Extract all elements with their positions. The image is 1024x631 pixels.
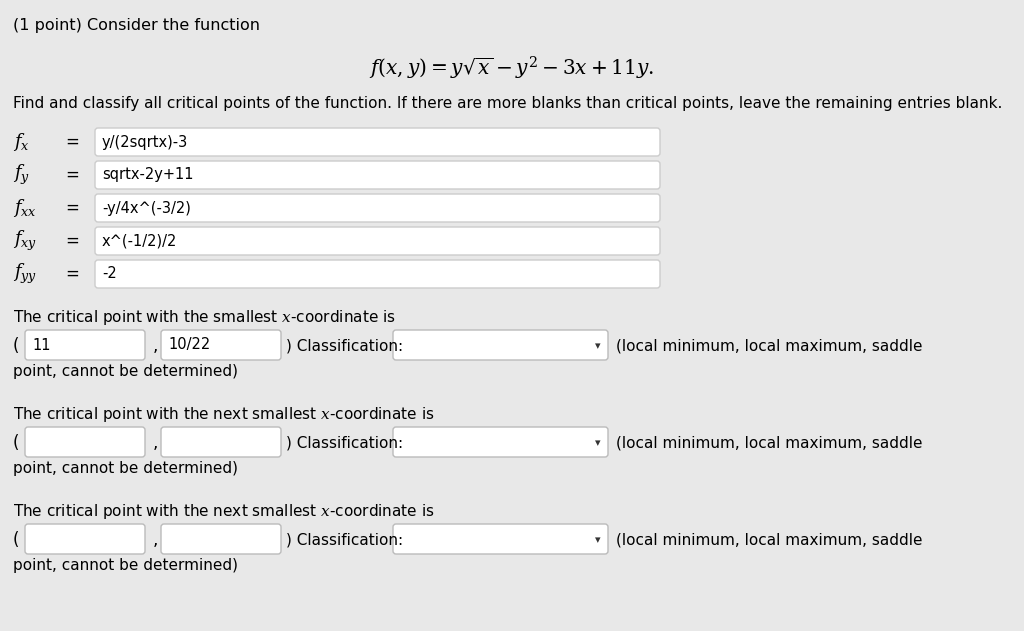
Text: $f_x$: $f_x$ <box>13 131 30 153</box>
Text: ,: , <box>153 531 159 549</box>
Text: 11: 11 <box>32 338 50 353</box>
Text: $f_{yy}$: $f_{yy}$ <box>13 262 37 286</box>
Text: The critical point with the next smallest $x$-coordinate is: The critical point with the next smalles… <box>13 405 434 424</box>
Text: (: ( <box>13 434 19 452</box>
Text: (1 point) Consider the function: (1 point) Consider the function <box>13 18 260 33</box>
Text: =: = <box>65 166 79 184</box>
Text: y/(2sqrtx)-3: y/(2sqrtx)-3 <box>102 134 188 150</box>
FancyBboxPatch shape <box>25 427 145 457</box>
Text: (: ( <box>13 337 19 355</box>
Text: point, cannot be determined): point, cannot be determined) <box>13 558 238 573</box>
Text: ▾: ▾ <box>595 438 601 448</box>
FancyBboxPatch shape <box>393 524 608 554</box>
Text: x^(-1/2)/2: x^(-1/2)/2 <box>102 233 177 249</box>
Text: ,: , <box>153 337 159 355</box>
FancyBboxPatch shape <box>161 330 281 360</box>
Text: (local minimum, local maximum, saddle: (local minimum, local maximum, saddle <box>616 435 923 451</box>
Text: ) Classification:: ) Classification: <box>286 533 403 548</box>
Text: $f(x, y) = y\sqrt{x} - y^2 - 3x + 11y.$: $f(x, y) = y\sqrt{x} - y^2 - 3x + 11y.$ <box>370 54 654 81</box>
FancyBboxPatch shape <box>95 128 660 156</box>
Text: ,: , <box>153 434 159 452</box>
Text: The critical point with the next smallest $x$-coordinate is: The critical point with the next smalles… <box>13 502 434 521</box>
Text: sqrtx-2y+11: sqrtx-2y+11 <box>102 167 194 182</box>
Text: 10/22: 10/22 <box>168 338 210 353</box>
Text: point, cannot be determined): point, cannot be determined) <box>13 364 238 379</box>
Text: -2: -2 <box>102 266 117 281</box>
FancyBboxPatch shape <box>95 260 660 288</box>
Text: point, cannot be determined): point, cannot be determined) <box>13 461 238 476</box>
Text: (: ( <box>13 531 19 549</box>
Text: Find and classify all critical points of the function. If there are more blanks : Find and classify all critical points of… <box>13 96 1002 111</box>
FancyBboxPatch shape <box>95 161 660 189</box>
Text: =: = <box>65 232 79 250</box>
Text: ▾: ▾ <box>595 535 601 545</box>
Text: The critical point with the smallest $x$-coordinate is: The critical point with the smallest $x$… <box>13 308 395 327</box>
Text: =: = <box>65 199 79 217</box>
FancyBboxPatch shape <box>161 427 281 457</box>
FancyBboxPatch shape <box>95 194 660 222</box>
Text: ▾: ▾ <box>595 341 601 351</box>
Text: $f_{xx}$: $f_{xx}$ <box>13 197 37 219</box>
FancyBboxPatch shape <box>95 227 660 255</box>
Text: =: = <box>65 265 79 283</box>
FancyBboxPatch shape <box>393 427 608 457</box>
FancyBboxPatch shape <box>393 330 608 360</box>
FancyBboxPatch shape <box>25 330 145 360</box>
Text: =: = <box>65 133 79 151</box>
FancyBboxPatch shape <box>25 524 145 554</box>
Text: (local minimum, local maximum, saddle: (local minimum, local maximum, saddle <box>616 338 923 353</box>
Text: ) Classification:: ) Classification: <box>286 435 403 451</box>
Text: (local minimum, local maximum, saddle: (local minimum, local maximum, saddle <box>616 533 923 548</box>
FancyBboxPatch shape <box>161 524 281 554</box>
Text: $f_{xy}$: $f_{xy}$ <box>13 229 37 253</box>
Text: -y/4x^(-3/2): -y/4x^(-3/2) <box>102 201 190 216</box>
Text: $f_y$: $f_y$ <box>13 163 30 187</box>
Text: ) Classification:: ) Classification: <box>286 338 403 353</box>
